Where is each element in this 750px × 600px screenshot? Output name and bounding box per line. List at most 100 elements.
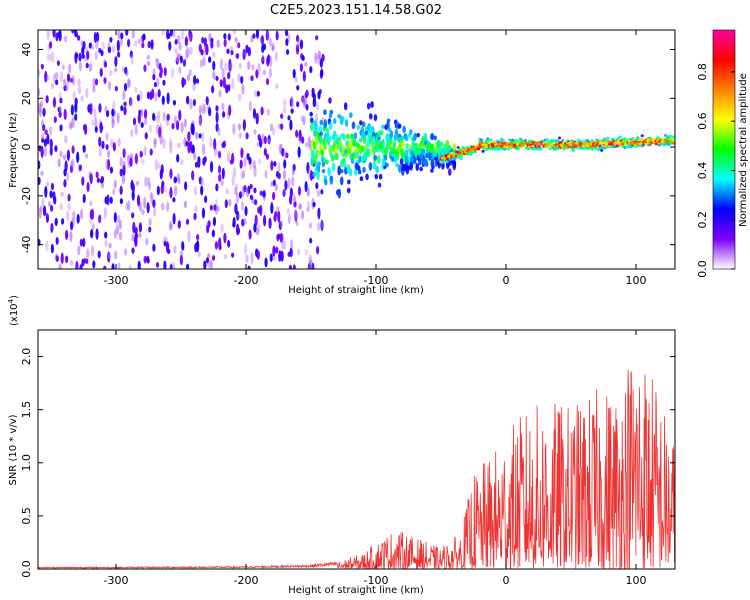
spectral-cell: [272, 179, 276, 187]
spectral-cell: [55, 79, 59, 86]
spectral-cell: [247, 60, 251, 71]
snr-panel: -300 -200 -100 0 100 0.0 0.5 1.0 1.5 2.0 Height …: [7, 295, 676, 596]
spectral-cell: [46, 74, 50, 81]
spectral-cell: [306, 186, 310, 197]
spectrogram-y-axis-label: Frequency (Hz): [8, 112, 19, 188]
spectral-cell: [233, 166, 237, 178]
spectral-cell: [255, 69, 259, 79]
spectral-cell: [260, 35, 265, 46]
spectral-cell: [118, 231, 123, 241]
spectral-cell: [38, 107, 43, 118]
spectral-cell: [285, 49, 290, 55]
spectral-cell: [71, 158, 75, 170]
spectral-cell: [186, 95, 190, 105]
spectral-cell: [235, 192, 240, 204]
spectral-cell: [127, 38, 131, 48]
spectral-cell: [214, 203, 218, 216]
spectral-cell: [132, 117, 137, 126]
spectral-cell: [222, 111, 226, 118]
spectral-cell: [174, 39, 178, 45]
spectral-cell: [39, 100, 44, 108]
spectral-cell: [381, 158, 386, 166]
spectral-cell: [173, 176, 178, 184]
spectral-cell: [269, 123, 274, 132]
spectral-cell: [315, 101, 320, 112]
spectral-cell: [161, 180, 165, 188]
spectral-cell: [149, 191, 153, 199]
spectral-cell: [98, 103, 102, 113]
spectral-cell: [240, 170, 244, 180]
spectral-cell: [323, 178, 328, 186]
spectral-cell: [172, 30, 176, 38]
spectral-cell: [570, 146, 574, 150]
spectral-cell: [139, 201, 143, 212]
spectral-cell: [176, 153, 180, 163]
spectral-cell: [315, 130, 320, 137]
spectral-cell: [114, 85, 119, 92]
spectral-cell: [130, 53, 134, 65]
spectral-cell: [44, 70, 48, 83]
spectral-cell: [243, 218, 247, 226]
spectral-cell: [92, 260, 96, 269]
spectral-cell: [54, 217, 58, 227]
spectral-cell: [45, 95, 49, 104]
spectral-cell: [238, 63, 242, 69]
spectral-cell: [168, 41, 172, 51]
spectral-cell: [166, 113, 170, 121]
y-tick-label: -20: [20, 187, 33, 205]
spectral-cell: [48, 53, 53, 62]
spectral-cell: [187, 131, 191, 142]
spectral-cell: [81, 53, 85, 59]
spectral-cell: [38, 69, 41, 77]
spectral-cell: [77, 78, 81, 87]
spectral-cell: [452, 142, 457, 152]
spectral-cell: [136, 94, 141, 102]
spectral-cell: [103, 265, 107, 269]
spectral-cell: [116, 51, 121, 58]
spectral-cell: [106, 158, 111, 170]
spectral-cell: [304, 181, 308, 193]
spectral-cell: [182, 59, 187, 67]
spectral-cell: [109, 166, 114, 174]
spectral-cell: [539, 147, 543, 151]
spectral-cell: [404, 155, 409, 164]
spectral-cell: [91, 119, 95, 126]
spectral-cell: [117, 30, 121, 40]
spectral-cell: [131, 212, 135, 219]
spectral-cell: [55, 236, 59, 245]
spectral-cell: [103, 60, 108, 68]
spectral-cell: [82, 193, 86, 204]
spectral-cell: [93, 108, 97, 119]
spectral-cell: [90, 208, 95, 220]
spectral-cell: [155, 57, 159, 63]
spectral-cell: [298, 129, 302, 142]
spectral-cell: [253, 187, 257, 194]
spectral-cell: [60, 218, 65, 225]
spectral-cell: [89, 102, 93, 115]
spectral-cell: [412, 159, 417, 164]
spectral-cell: [317, 50, 322, 60]
spectral-cell: [252, 160, 256, 170]
spectral-cell: [42, 124, 46, 132]
spectral-cell: [257, 63, 261, 74]
spectral-cell: [254, 214, 258, 226]
spectral-cell: [146, 255, 150, 262]
spectral-cell: [240, 200, 245, 211]
spectral-cell: [114, 250, 118, 260]
spectral-cell: [156, 58, 160, 70]
spectral-cell: [344, 119, 349, 128]
spectral-cell: [319, 119, 323, 126]
spectral-cell: [161, 30, 165, 36]
spectral-cell: [240, 147, 244, 159]
spectral-cell: [297, 37, 301, 48]
spectral-cell: [307, 262, 312, 269]
spectral-cell: [134, 40, 138, 47]
spectral-cell: [211, 229, 215, 238]
spectral-cell: [40, 63, 44, 70]
spectral-cell: [50, 243, 54, 254]
spectral-cell: [198, 133, 202, 139]
spectral-cell: [148, 124, 152, 133]
spectral-cell: [50, 222, 54, 234]
spectral-cell: [450, 148, 454, 152]
spectral-cell: [64, 134, 68, 144]
